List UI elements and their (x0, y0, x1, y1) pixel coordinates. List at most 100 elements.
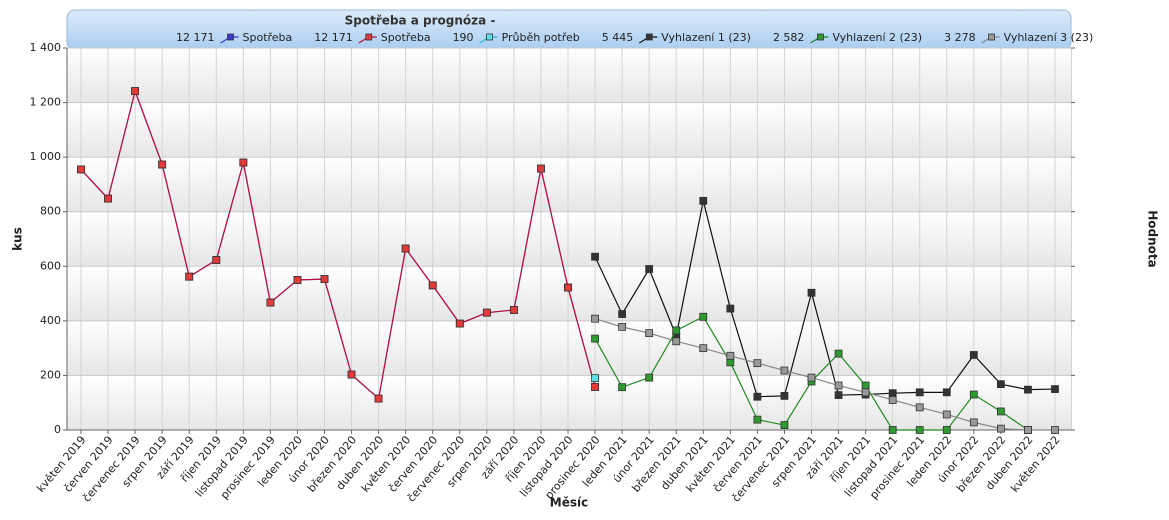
point (455, 319, 464, 328)
point (915, 426, 924, 434)
point (618, 322, 627, 331)
point (618, 383, 627, 392)
point (834, 349, 843, 358)
y-tick-label: 200 (40, 368, 61, 381)
point (780, 366, 789, 375)
legend-marker (988, 33, 995, 41)
point (942, 388, 951, 397)
point (888, 389, 897, 398)
point (861, 381, 870, 390)
point (293, 276, 302, 284)
point (780, 421, 789, 429)
point (374, 394, 383, 403)
legend-total: 12 171 (314, 31, 353, 44)
y-tick-label: 0 (54, 423, 61, 436)
point (942, 426, 951, 434)
legend-marker (227, 33, 234, 41)
point (672, 337, 681, 346)
point (401, 244, 410, 253)
y-tick-label: 400 (40, 314, 61, 327)
legend-label: Průběh potřeb (502, 31, 580, 44)
point (185, 272, 194, 281)
series-line (594, 318, 1055, 431)
point (537, 164, 545, 173)
point (699, 344, 708, 353)
point (239, 158, 248, 167)
legend-total: 2 582 (773, 31, 805, 44)
point (942, 410, 951, 419)
point (645, 265, 654, 273)
point (753, 392, 762, 401)
point (131, 87, 140, 96)
legend-total: 12 171 (176, 31, 215, 44)
point (104, 194, 112, 203)
point (266, 298, 275, 307)
y-tick-label: 800 (40, 205, 61, 218)
point (1051, 385, 1059, 393)
y-tick-label: 1 400 (30, 41, 62, 54)
y-tick-label: 600 (40, 259, 61, 272)
point (564, 283, 572, 292)
point (509, 306, 518, 314)
y-tick-label: 1 200 (30, 96, 62, 109)
point (428, 281, 437, 290)
point (1024, 426, 1032, 434)
point (1051, 426, 1059, 434)
point (834, 381, 843, 390)
point (888, 426, 897, 434)
legend-marker (817, 33, 824, 41)
point (996, 407, 1005, 416)
point (347, 370, 356, 379)
point (482, 308, 491, 317)
point (672, 326, 681, 335)
point (726, 358, 735, 367)
point (780, 391, 789, 400)
header (66, 9, 1072, 51)
point (77, 165, 85, 174)
point (618, 310, 627, 318)
grid-band (67, 320, 1071, 376)
x-axis-label: Měsíc (550, 496, 588, 510)
point (861, 388, 870, 397)
point (591, 374, 599, 383)
legend-marker (365, 33, 373, 41)
point (699, 196, 708, 205)
grid-band (67, 157, 1071, 212)
point (915, 388, 924, 397)
y-tick-label: 1 000 (30, 150, 62, 163)
legend-label: Vyhlazení 1 (23) (661, 31, 751, 44)
legend-total: 190 (453, 31, 474, 44)
grid-band (67, 48, 1071, 103)
point (726, 351, 735, 360)
point (834, 391, 843, 399)
point (158, 160, 167, 169)
point (969, 418, 978, 427)
point (645, 373, 654, 382)
point (591, 334, 599, 343)
series-line (594, 200, 1056, 398)
legend-marker (486, 33, 493, 41)
point (969, 390, 978, 399)
legend-label: Vyhlazení 3 (23) (1004, 31, 1094, 44)
grid-band (67, 102, 1071, 158)
grid-band (67, 266, 1071, 321)
y2-axis-label: Hodnota (1146, 210, 1160, 268)
grid-band (67, 211, 1071, 267)
grid-band (67, 375, 1071, 430)
point (996, 380, 1005, 389)
legend-label: Spotřeba (243, 31, 293, 44)
point (726, 304, 735, 313)
point (212, 256, 221, 264)
chart-title: Spotřeba a prognóza - (345, 14, 496, 28)
point (753, 415, 762, 424)
point (591, 382, 599, 391)
legend-label: Spotřeba (381, 31, 431, 44)
point (888, 396, 897, 404)
point (591, 252, 599, 261)
point (753, 359, 762, 368)
point (699, 312, 708, 321)
series-line (80, 89, 596, 400)
point (1024, 385, 1032, 394)
legend-total: 5 445 (602, 31, 634, 44)
